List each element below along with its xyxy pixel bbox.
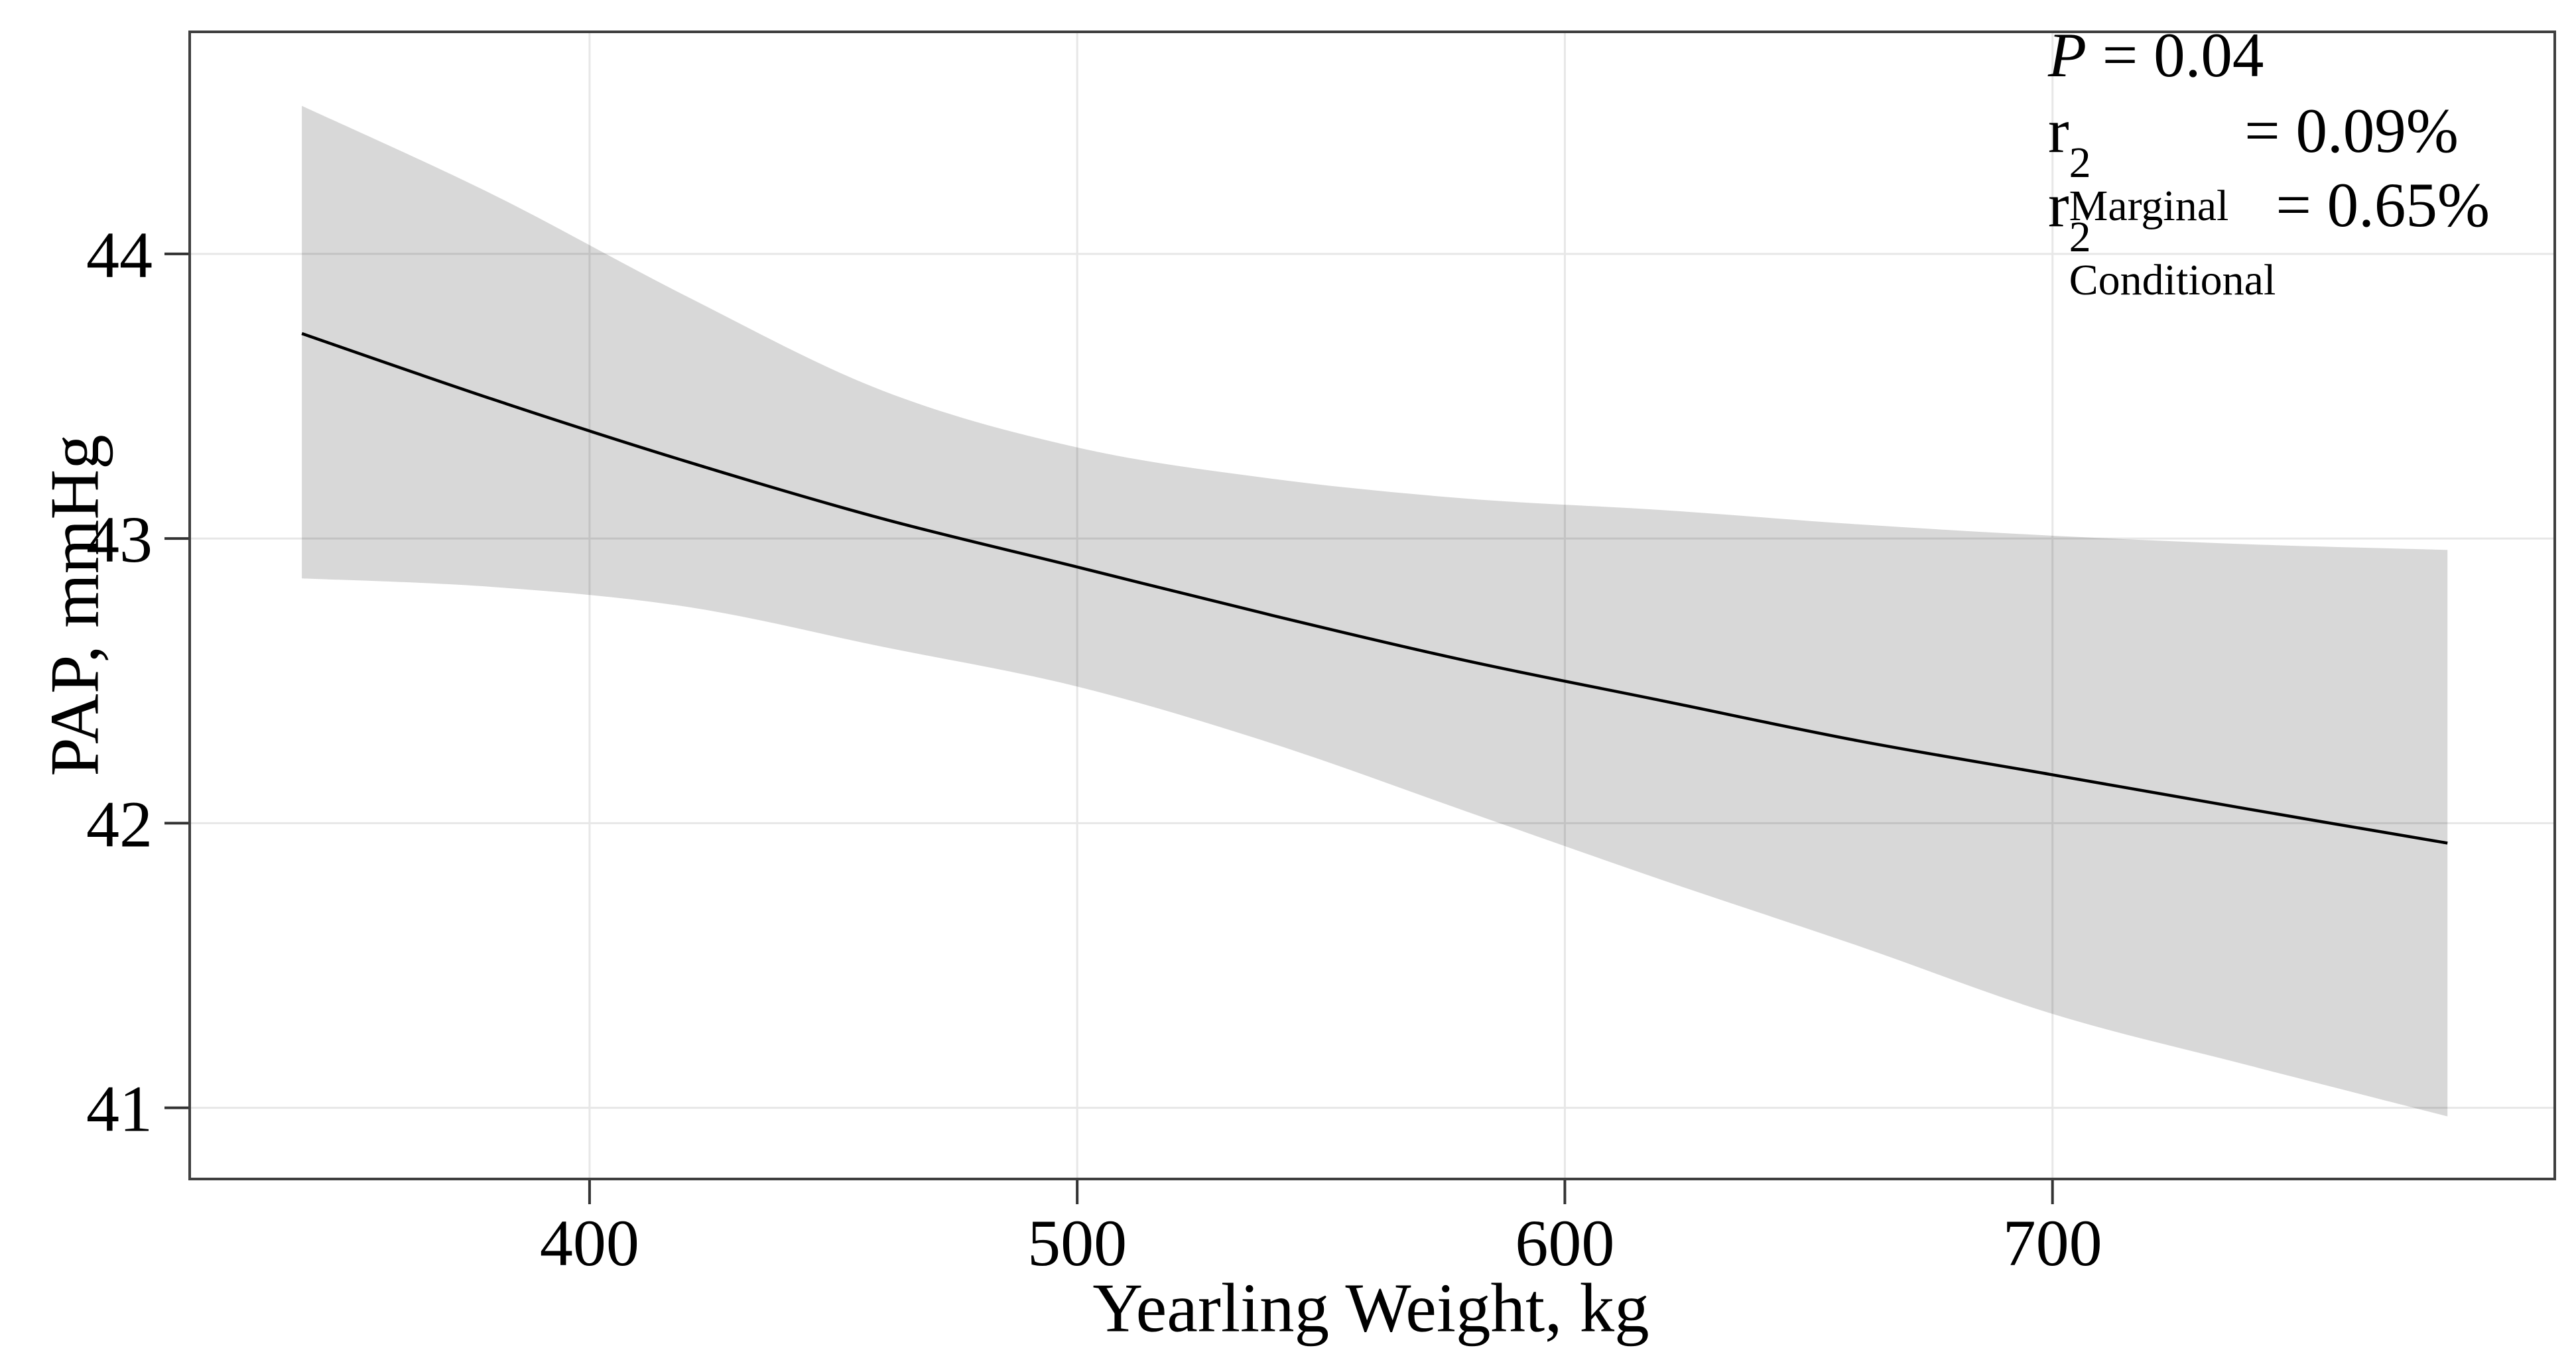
x-tick-label: 700 (2003, 1206, 2102, 1280)
r-symbol: r (2048, 170, 2069, 240)
panel-border-layer (188, 31, 2556, 1180)
ci-ribbon (302, 105, 2448, 1117)
y-tick-label: 43 (86, 503, 153, 576)
x-axis-title: Yearling Weight, kg (1092, 1269, 1649, 1347)
tick-label-layer: 400 500 600 700 41 42 43 44 (86, 218, 2102, 1280)
y-axis-title: PAP, mmHg (35, 434, 113, 776)
x-tick-label: 600 (1515, 1206, 1614, 1280)
r2-marginal-value: = 0.09% (2228, 95, 2459, 166)
panel-border (188, 31, 2556, 1180)
x-tick-label: 400 (540, 1206, 639, 1280)
superscript-2: 2 (2069, 139, 2091, 188)
y-tick-label: 41 (86, 1072, 153, 1146)
trend-line (301, 332, 2448, 845)
gridline-layer (190, 32, 2555, 1179)
confidence-ribbon-layer (302, 105, 2448, 1117)
r2-conditional-value: = 0.65% (2276, 170, 2490, 240)
y-tick-label: 42 (86, 787, 153, 861)
r2-marginal-line: r 2 Marginal = 0.09% (2048, 99, 2459, 228)
subscript-conditional: Conditional (2069, 255, 2276, 304)
p-value-line: P = 0.04 (2048, 24, 2264, 87)
p-symbol: P (2048, 20, 2087, 90)
y-tick-label: 44 (86, 218, 153, 292)
subscript-marginal: Marginal (2069, 181, 2229, 230)
r2-conditional-scripts: 2 Conditional (2069, 216, 2276, 302)
tick-mark-layer (164, 252, 2054, 1204)
p-value-text: = 0.04 (2087, 20, 2264, 90)
x-tick-label: 500 (1027, 1206, 1127, 1280)
r-symbol: r (2048, 95, 2069, 166)
r2-marginal-scripts: 2 Marginal (2069, 139, 2229, 230)
trend-line-layer (301, 332, 2448, 845)
r2-conditional-line: r 2 Conditional = 0.65% (2048, 174, 2490, 302)
superscript-2: 2 (2069, 213, 2091, 262)
